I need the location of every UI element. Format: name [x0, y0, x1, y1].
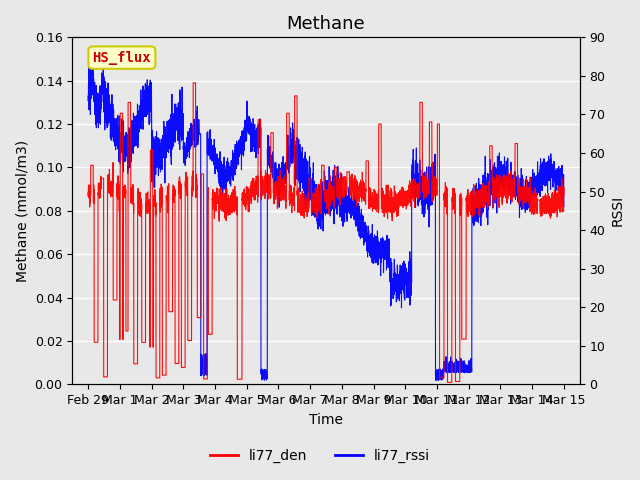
Title: Methane: Methane — [287, 15, 365, 33]
Y-axis label: RSSI: RSSI — [611, 195, 625, 227]
Y-axis label: Methane (mmol/m3): Methane (mmol/m3) — [15, 140, 29, 282]
Text: HS_flux: HS_flux — [93, 50, 151, 65]
Legend: li77_den, li77_rssi: li77_den, li77_rssi — [204, 443, 436, 468]
X-axis label: Time: Time — [309, 413, 343, 427]
